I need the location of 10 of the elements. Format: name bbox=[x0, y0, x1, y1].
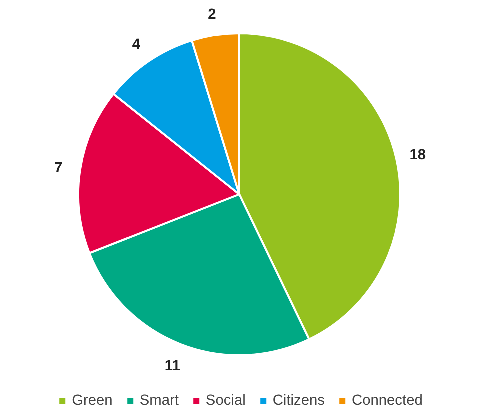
data-label: 4 bbox=[132, 36, 142, 53]
legend-label: Citizens bbox=[272, 393, 325, 409]
legend-label: Green bbox=[72, 393, 113, 409]
data-label: 7 bbox=[54, 160, 63, 177]
legend-label: Connected bbox=[352, 393, 423, 409]
legend-label: Social bbox=[206, 393, 246, 409]
data-label: 11 bbox=[164, 358, 180, 374]
data-label: 2 bbox=[208, 7, 216, 24]
legend-label: Smart bbox=[140, 393, 179, 409]
data-label: 18 bbox=[410, 147, 426, 164]
